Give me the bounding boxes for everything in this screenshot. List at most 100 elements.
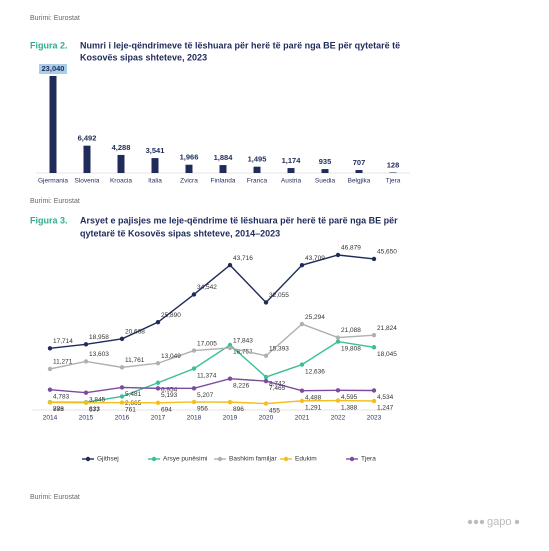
bar bbox=[117, 154, 125, 173]
figure-label: Figura 3. bbox=[30, 215, 68, 225]
point bbox=[47, 400, 53, 405]
figure-label: Figura 2. bbox=[30, 40, 68, 50]
x-tick-label: 2020 bbox=[259, 415, 274, 422]
bar bbox=[355, 170, 363, 173]
value-label: 32,055 bbox=[269, 292, 289, 299]
legend-label: Edukim bbox=[295, 456, 317, 463]
value-label: 1,966 bbox=[180, 153, 199, 162]
point bbox=[299, 398, 305, 404]
x-tick-label: 2018 bbox=[187, 415, 202, 422]
series-line bbox=[49, 323, 375, 370]
point bbox=[119, 385, 125, 390]
figure-title: Numri i leje-qëndrimeve të lëshuara për … bbox=[80, 40, 400, 50]
value-label: 11,271 bbox=[53, 359, 73, 366]
point bbox=[371, 398, 377, 404]
value-label: 128 bbox=[387, 160, 400, 169]
source: Burimi: Eurostat bbox=[30, 494, 80, 501]
value-label: 43,709 bbox=[305, 255, 325, 262]
value-label: 34,542 bbox=[197, 284, 217, 291]
x-tick-label: 2021 bbox=[295, 415, 310, 422]
x-tick-label: Slovenia bbox=[75, 178, 100, 185]
point bbox=[227, 376, 233, 381]
logo-dot bbox=[467, 519, 473, 525]
bar bbox=[83, 145, 91, 173]
point bbox=[47, 366, 53, 372]
value-label: 1,174 bbox=[282, 156, 302, 165]
legend-dot bbox=[283, 456, 289, 462]
value-label: 25,890 bbox=[161, 312, 181, 319]
source: Burimi: Eurostat bbox=[30, 15, 80, 22]
point bbox=[371, 332, 377, 338]
x-tick-label: 2023 bbox=[367, 415, 382, 422]
value-label: 19,808 bbox=[341, 345, 361, 352]
value-label: 5,481 bbox=[125, 391, 142, 398]
point bbox=[263, 401, 269, 406]
value-label: 1,388 bbox=[341, 404, 358, 411]
value-label: 20,668 bbox=[125, 329, 145, 336]
value-label: 3,541 bbox=[146, 146, 165, 155]
series-line bbox=[49, 399, 375, 405]
value-label: 935 bbox=[319, 157, 332, 166]
value-label: 11,761 bbox=[125, 357, 145, 364]
value-label: 4,595 bbox=[341, 394, 358, 401]
point bbox=[119, 400, 125, 405]
logo: gapo bbox=[467, 516, 520, 528]
point bbox=[227, 399, 233, 405]
legend-dot bbox=[349, 456, 355, 462]
value-label: 833 bbox=[89, 406, 100, 413]
logo-dot bbox=[473, 519, 479, 525]
bar bbox=[389, 172, 397, 173]
x-tick-label: Finlanda bbox=[211, 178, 236, 185]
value-label: 21,824 bbox=[377, 325, 397, 332]
source: Burimi: Eurostat bbox=[30, 198, 80, 205]
series-line bbox=[49, 254, 375, 350]
x-tick-label: 2015 bbox=[79, 415, 94, 422]
point bbox=[335, 388, 341, 393]
value-label: 21,088 bbox=[341, 327, 361, 334]
point bbox=[335, 398, 341, 403]
point bbox=[155, 319, 161, 325]
figure-title: qytetarë të Kosovës sipas shteteve, 2014… bbox=[80, 228, 280, 238]
point bbox=[83, 400, 89, 406]
legend-label: Arsye punësimi bbox=[163, 456, 207, 463]
x-tick-label: 2022 bbox=[331, 415, 346, 422]
point bbox=[191, 386, 197, 391]
label-highlight bbox=[39, 64, 67, 74]
legend-label: Gjithsej bbox=[97, 456, 119, 463]
bar bbox=[253, 166, 261, 173]
point bbox=[335, 339, 341, 344]
point bbox=[371, 345, 377, 350]
bar bbox=[185, 164, 193, 173]
series-line bbox=[49, 377, 375, 394]
legend-dot bbox=[217, 456, 223, 462]
value-label: 6,954 bbox=[161, 386, 178, 393]
value-label: 7,465 bbox=[269, 385, 286, 392]
bar bbox=[151, 158, 159, 173]
bar bbox=[321, 169, 329, 173]
x-tick-label: Belgjika bbox=[348, 178, 371, 185]
value-label: 15,393 bbox=[269, 345, 289, 352]
legend-dot bbox=[151, 456, 157, 462]
value-label: 1,247 bbox=[377, 405, 394, 412]
point bbox=[371, 388, 377, 393]
value-label: 4,534 bbox=[377, 394, 394, 401]
series-line bbox=[49, 340, 375, 404]
point bbox=[191, 348, 197, 353]
value-label: 707 bbox=[353, 158, 366, 167]
value-label: 17,843 bbox=[233, 338, 253, 345]
point bbox=[299, 321, 305, 327]
value-label: 677 bbox=[89, 407, 100, 414]
point bbox=[155, 361, 161, 366]
x-tick-label: Tjera bbox=[386, 178, 401, 185]
point bbox=[83, 342, 89, 347]
x-tick-label: Zvicra bbox=[180, 178, 198, 185]
value-label: 4,783 bbox=[53, 393, 70, 400]
value-label: 17,005 bbox=[197, 340, 217, 347]
figure-title: Kosovës sipas shteteve, 2023 bbox=[80, 52, 207, 62]
point bbox=[155, 380, 161, 385]
value-label: 1,291 bbox=[305, 405, 322, 412]
value-label: 5,207 bbox=[197, 392, 214, 399]
point bbox=[263, 378, 269, 384]
value-label: 1,495 bbox=[248, 155, 267, 164]
